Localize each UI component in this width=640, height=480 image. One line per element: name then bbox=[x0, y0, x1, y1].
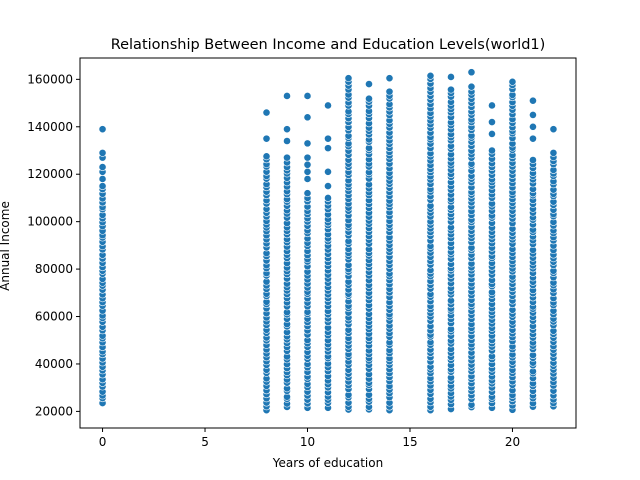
x-tick-label: 5 bbox=[201, 435, 209, 449]
x-tick-label: 0 bbox=[99, 435, 107, 449]
data-point bbox=[385, 74, 394, 83]
y-axis-label: Annual Income bbox=[0, 201, 12, 291]
data-point bbox=[508, 77, 517, 86]
data-point bbox=[426, 71, 435, 80]
data-point bbox=[324, 101, 332, 110]
data-point bbox=[365, 94, 373, 103]
y-axis-ticks: 20000 40000 60000 80000 100000 120000 140000 16… bbox=[27, 72, 80, 418]
data-point bbox=[324, 144, 332, 153]
x-axis-ticks: 0 5 10 15 20 bbox=[99, 428, 520, 449]
data-point bbox=[98, 148, 107, 157]
y-tick-label: 80000 bbox=[35, 262, 73, 276]
data-point bbox=[303, 167, 312, 176]
data-point bbox=[488, 146, 496, 155]
data-point bbox=[303, 175, 312, 183]
y-tick-label: 100000 bbox=[27, 215, 73, 229]
data-point bbox=[447, 85, 455, 94]
data-point bbox=[324, 194, 332, 202]
y-tick-label: 60000 bbox=[35, 310, 73, 324]
y-tick-label: 40000 bbox=[35, 357, 73, 371]
data-point bbox=[303, 113, 312, 122]
data-point bbox=[549, 125, 558, 134]
x-axis-label: Years of education bbox=[272, 456, 383, 470]
data-point bbox=[98, 125, 107, 134]
data-point bbox=[529, 122, 537, 131]
plot-area bbox=[79, 57, 577, 429]
data-points bbox=[98, 68, 558, 415]
data-point bbox=[98, 175, 107, 183]
data-point bbox=[262, 108, 271, 117]
y-tick-label: 160000 bbox=[27, 72, 73, 86]
data-point bbox=[324, 134, 332, 143]
data-point bbox=[529, 134, 537, 143]
y-tick-label: 140000 bbox=[27, 120, 73, 134]
data-point bbox=[283, 125, 291, 134]
data-point bbox=[488, 129, 496, 138]
data-point bbox=[262, 134, 271, 143]
data-point bbox=[344, 74, 353, 83]
data-point bbox=[365, 80, 373, 88]
x-tick-label: 10 bbox=[300, 435, 315, 449]
data-point bbox=[303, 189, 312, 198]
data-point bbox=[98, 163, 107, 171]
data-point bbox=[385, 87, 394, 96]
data-point bbox=[488, 118, 496, 126]
y-tick-label: 20000 bbox=[35, 404, 73, 418]
data-point bbox=[303, 153, 312, 162]
data-point bbox=[303, 92, 312, 100]
data-point bbox=[529, 96, 537, 105]
data-point bbox=[303, 139, 312, 148]
data-point bbox=[262, 152, 271, 161]
data-point bbox=[549, 148, 558, 157]
x-tick-label: 15 bbox=[402, 435, 417, 449]
data-point bbox=[529, 111, 537, 119]
data-point bbox=[283, 92, 291, 100]
y-tick-label: 120000 bbox=[27, 167, 73, 181]
data-point bbox=[283, 137, 291, 145]
data-point bbox=[447, 73, 455, 81]
data-point bbox=[467, 68, 476, 77]
data-point bbox=[467, 82, 476, 91]
data-point bbox=[324, 167, 332, 176]
data-point bbox=[283, 153, 291, 162]
data-point bbox=[324, 182, 332, 190]
data-point bbox=[98, 182, 107, 190]
data-point bbox=[529, 156, 537, 164]
data-point bbox=[488, 101, 496, 110]
chart-title: Relationship Between Income and Educatio… bbox=[111, 37, 546, 53]
data-point bbox=[303, 160, 312, 169]
x-tick-label: 20 bbox=[505, 435, 520, 449]
